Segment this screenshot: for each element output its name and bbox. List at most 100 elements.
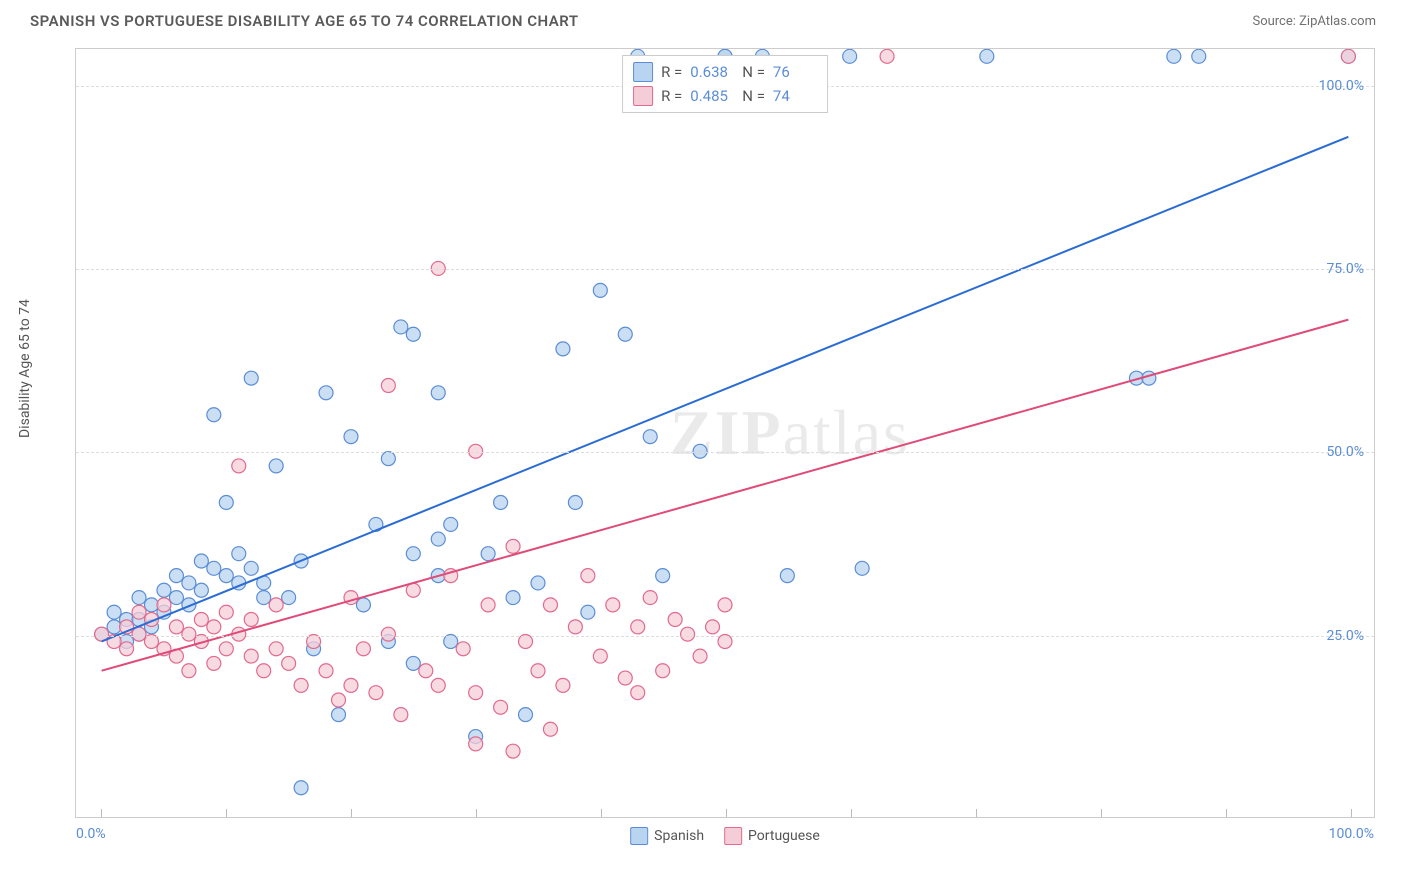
data-point [568, 496, 582, 510]
r-value-spanish: 0.638 [690, 63, 734, 81]
data-point [107, 620, 121, 634]
data-point [406, 327, 420, 341]
x-legend-portuguese: Portuguese [724, 827, 820, 845]
data-point [294, 781, 308, 795]
data-point [593, 649, 607, 663]
chart-header: SPANISH VS PORTUGUESE DISABILITY AGE 65 … [0, 0, 1406, 38]
data-point [132, 591, 146, 605]
data-point [344, 430, 358, 444]
data-point [618, 327, 632, 341]
legend-swatch-icon [724, 827, 742, 845]
data-point [681, 627, 695, 641]
data-point [157, 598, 171, 612]
n-label: N = [742, 87, 765, 105]
data-point [718, 598, 732, 612]
x-legend-label: Spanish [654, 828, 704, 844]
legend-swatch-portuguese [633, 86, 653, 106]
data-point [880, 49, 894, 63]
data-point [406, 583, 420, 597]
data-point [257, 664, 271, 678]
x-tick [601, 809, 602, 817]
data-point [394, 708, 408, 722]
legend-swatch-icon [630, 827, 648, 845]
n-value-portuguese: 74 [773, 87, 817, 105]
data-point [431, 678, 445, 692]
data-point [643, 430, 657, 444]
data-point [631, 686, 645, 700]
data-point [456, 642, 470, 656]
data-point [1167, 49, 1181, 63]
data-point [132, 605, 146, 619]
data-point [519, 708, 533, 722]
data-point [693, 444, 707, 458]
y-tick-label: 25.0% [1326, 628, 1364, 644]
data-point [593, 283, 607, 297]
data-point [207, 656, 221, 670]
data-point [506, 591, 520, 605]
data-point [855, 561, 869, 575]
x-legend-label: Portuguese [748, 828, 820, 844]
data-point [643, 591, 657, 605]
data-point [244, 371, 258, 385]
data-point [431, 386, 445, 400]
x-tick [726, 809, 727, 817]
data-point [706, 620, 720, 634]
data-point [332, 708, 346, 722]
data-point [219, 496, 233, 510]
data-point [531, 576, 545, 590]
data-point [381, 378, 395, 392]
data-point [406, 656, 420, 670]
data-point [1192, 49, 1206, 63]
r-value-portuguese: 0.485 [690, 87, 734, 105]
x-tick [476, 809, 477, 817]
data-point [693, 649, 707, 663]
data-point [169, 620, 183, 634]
legend-swatch-spanish [633, 62, 653, 82]
x-tick [1226, 809, 1227, 817]
data-point [980, 49, 994, 63]
data-point [244, 561, 258, 575]
data-point [207, 561, 221, 575]
legend-row-spanish: R = 0.638 N = 76 [633, 60, 817, 84]
data-point [120, 642, 134, 656]
data-point [157, 583, 171, 597]
x-tick [1351, 809, 1352, 817]
data-point [219, 642, 233, 656]
data-point [194, 613, 208, 627]
data-point [531, 664, 545, 678]
data-point [444, 517, 458, 531]
data-point [107, 605, 121, 619]
x-tick [976, 809, 977, 817]
data-point [232, 547, 246, 561]
data-point [381, 627, 395, 641]
x-tick [1101, 809, 1102, 817]
data-point [282, 591, 296, 605]
data-point [419, 664, 433, 678]
data-point [1341, 49, 1355, 63]
data-point [618, 671, 632, 685]
data-point [469, 444, 483, 458]
data-point [494, 700, 508, 714]
data-point [182, 576, 196, 590]
x-tick [851, 809, 852, 817]
data-point [431, 532, 445, 546]
x-legend-spanish: Spanish [630, 827, 704, 845]
gridline [76, 452, 1374, 453]
data-point [282, 656, 296, 670]
data-point [169, 569, 183, 583]
data-point [232, 459, 246, 473]
n-label: N = [742, 63, 765, 81]
data-point [194, 583, 208, 597]
data-point [656, 569, 670, 583]
data-point [843, 49, 857, 63]
chart-source: Source: ZipAtlas.com [1252, 14, 1376, 29]
data-point [668, 613, 682, 627]
plot-svg [76, 49, 1374, 817]
data-point [332, 693, 346, 707]
data-point [219, 569, 233, 583]
data-point [369, 686, 383, 700]
data-point [244, 613, 258, 627]
data-point [581, 569, 595, 583]
x-axis-min-label: 0.0% [76, 826, 106, 842]
chart-area: ZIPatlas R = 0.638 N = 76 R = 0.485 N = … [75, 48, 1375, 818]
